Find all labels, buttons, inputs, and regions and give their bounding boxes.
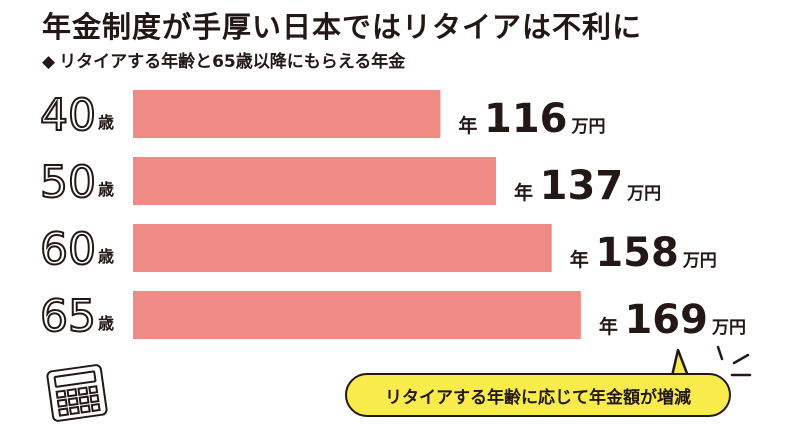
category-label-65: 65 bbox=[40, 291, 96, 342]
emphasis-lines-icon bbox=[716, 345, 752, 377]
chart-title: 年金制度が手厚い日本ではリタイアは不利に bbox=[42, 10, 643, 44]
value-label-50: 年 137 万円 bbox=[514, 163, 661, 209]
diamond-bullet-icon: ◆ bbox=[42, 52, 56, 72]
callout-bubble: リタイアする年齢に応じて年金額が増減 bbox=[345, 373, 731, 417]
speech-tail-icon bbox=[670, 348, 690, 377]
subtitle-text: リタイアする年齢と65歳以降にもらえる年金 bbox=[59, 52, 406, 72]
bar-40 bbox=[133, 90, 441, 138]
category-unit-50: 歳 bbox=[98, 180, 114, 199]
category-label-60: 60 bbox=[40, 224, 96, 275]
chart-subtitle: ◆ リタイアする年齢と65歳以降にもらえる年金 bbox=[42, 47, 405, 72]
value-label-65: 年 169 万円 bbox=[599, 297, 746, 343]
category-unit-65: 歳 bbox=[98, 314, 114, 333]
value-label-40: 年 116 万円 bbox=[458, 96, 605, 142]
category-label-50: 50 bbox=[40, 157, 96, 208]
value-label-60: 年 158 万円 bbox=[570, 230, 717, 276]
bar-65 bbox=[133, 291, 581, 339]
bar-60 bbox=[133, 224, 552, 272]
category-label-40: 40 bbox=[40, 90, 96, 141]
category-unit-40: 歳 bbox=[98, 113, 114, 132]
bar-50 bbox=[133, 157, 497, 205]
calculator-icon bbox=[46, 364, 108, 422]
category-unit-60: 歳 bbox=[98, 247, 114, 266]
